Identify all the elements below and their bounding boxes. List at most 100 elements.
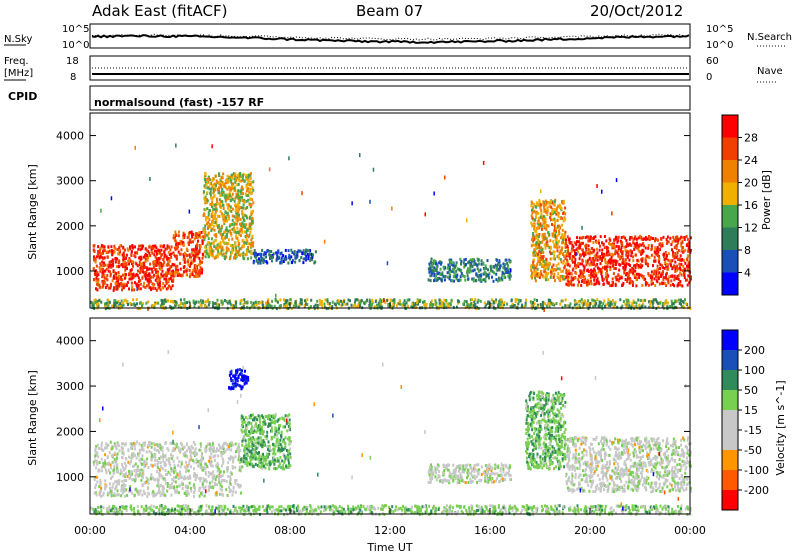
power-cell (170, 255, 173, 259)
power-cell (204, 255, 207, 259)
power-cell (624, 258, 627, 262)
velocity-cell (211, 472, 214, 476)
power-cell (568, 305, 571, 309)
power-cell (546, 210, 548, 214)
power-cell (449, 303, 452, 307)
power-cell (282, 254, 285, 258)
power-cell (540, 209, 543, 213)
power-cell (395, 304, 398, 308)
power-cell (440, 300, 443, 304)
power-cell (547, 302, 550, 305)
velocity-cell (161, 467, 164, 471)
velocity-cell (166, 482, 169, 485)
power-cell (102, 264, 105, 268)
power-cell (237, 195, 240, 198)
velocity-cell (96, 459, 98, 463)
power-cell (126, 267, 128, 270)
velocity-cell (207, 471, 210, 474)
power-cell (146, 254, 148, 257)
power-cell (116, 277, 119, 281)
power-cell (484, 277, 487, 281)
power-cell (239, 217, 242, 221)
noise-left-tick-bottom: 10^0 (62, 40, 89, 51)
velocity-cell (160, 484, 162, 488)
power-cell (655, 298, 657, 302)
power-cell (120, 284, 123, 288)
power-cell (250, 180, 253, 184)
power-cell (583, 265, 586, 269)
power-cell (686, 278, 689, 282)
power-cell (657, 273, 660, 277)
power-cell (578, 280, 581, 284)
power-cell (198, 249, 201, 253)
power-cell (579, 272, 582, 276)
power-cell (544, 199, 547, 203)
power-cell (475, 273, 478, 277)
power-cell (151, 251, 154, 255)
power-cell (182, 231, 185, 235)
power-cell (562, 277, 564, 281)
power-cell (567, 283, 570, 287)
power-cell (122, 245, 125, 249)
power-cell (598, 248, 601, 252)
power-cell (176, 264, 179, 268)
power-cell (630, 254, 633, 258)
power-cell (573, 241, 576, 245)
power-cell (118, 282, 121, 286)
power-cell (198, 234, 201, 237)
velocity-cell (230, 444, 233, 448)
power-cell (576, 250, 579, 254)
velocity-cell (92, 461, 95, 465)
power-cell (592, 260, 595, 264)
power-cell (642, 304, 645, 308)
power-cell (210, 212, 213, 216)
power-cell (150, 250, 153, 253)
power-cell (235, 236, 238, 240)
velocity-cell (126, 474, 129, 478)
power-cell (578, 303, 581, 307)
power-cell (640, 243, 643, 247)
velocity-cell (146, 462, 148, 465)
power-cell (145, 257, 148, 261)
power-cell (188, 231, 191, 235)
power-cell (254, 255, 257, 259)
power-cell (220, 185, 222, 189)
power-cell (221, 180, 224, 184)
power-cell (96, 304, 99, 308)
power-cell (425, 305, 428, 309)
power-cell (540, 227, 543, 231)
power-cell (158, 263, 161, 267)
power-cell (104, 269, 106, 273)
power-cell (196, 246, 199, 250)
power-cell (247, 180, 250, 184)
velocity-cell (139, 468, 142, 472)
power-cell (146, 274, 149, 277)
power-cell (530, 214, 533, 218)
velocity-cell (196, 452, 199, 456)
power-cell (326, 299, 329, 303)
power-cell (647, 273, 650, 277)
power-cell (226, 187, 229, 191)
power-cell (156, 261, 159, 265)
power-cell (490, 267, 493, 271)
power-cell (192, 259, 195, 263)
power-cell (592, 262, 595, 266)
power-cell (219, 204, 222, 208)
power-cell (564, 257, 567, 261)
power-cell (230, 251, 233, 255)
power-cell (207, 241, 210, 245)
power-cell (403, 299, 406, 303)
power-cell (629, 278, 632, 282)
power-cell (477, 269, 480, 273)
power-cell (644, 305, 647, 309)
velocity-cell (121, 465, 124, 469)
power-cell (192, 257, 195, 261)
power-cell (374, 300, 377, 303)
power-cell (676, 268, 679, 272)
power-cell (612, 259, 615, 263)
power-cell (173, 253, 175, 257)
power-cell (658, 271, 661, 275)
power-cell (241, 191, 244, 195)
power-cell (168, 253, 171, 256)
power-cell (634, 264, 637, 267)
